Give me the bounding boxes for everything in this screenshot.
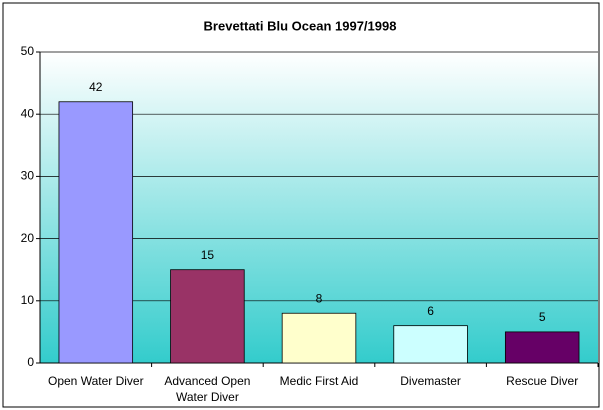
x-tick-label: Divemaster xyxy=(400,374,461,388)
x-tick-label: Medic First Aid xyxy=(279,374,359,388)
y-tick-label: 10 xyxy=(21,293,35,307)
x-tick-label: Open Water Diver xyxy=(48,374,144,388)
x-tick-label: Advanced Open Water Diver xyxy=(164,374,251,404)
bar xyxy=(170,269,245,364)
data-label: 8 xyxy=(316,291,323,305)
y-tick-label: 30 xyxy=(21,169,35,183)
y-tick-label: 0 xyxy=(27,355,34,369)
y-tick-label: 50 xyxy=(21,44,35,58)
bar xyxy=(504,331,580,364)
bar xyxy=(281,312,357,364)
x-tick-label: Rescue Diver xyxy=(506,374,579,388)
chart-title: Brevettati Blu Ocean 1997/1998 xyxy=(204,18,397,33)
bar xyxy=(58,101,134,364)
bar xyxy=(393,325,468,364)
y-tick-label: 40 xyxy=(21,106,35,120)
data-label: 6 xyxy=(427,304,434,318)
y-tick-label: 20 xyxy=(21,231,35,245)
data-label: 15 xyxy=(201,248,215,262)
data-label: 42 xyxy=(89,80,103,94)
data-label: 5 xyxy=(539,310,546,324)
